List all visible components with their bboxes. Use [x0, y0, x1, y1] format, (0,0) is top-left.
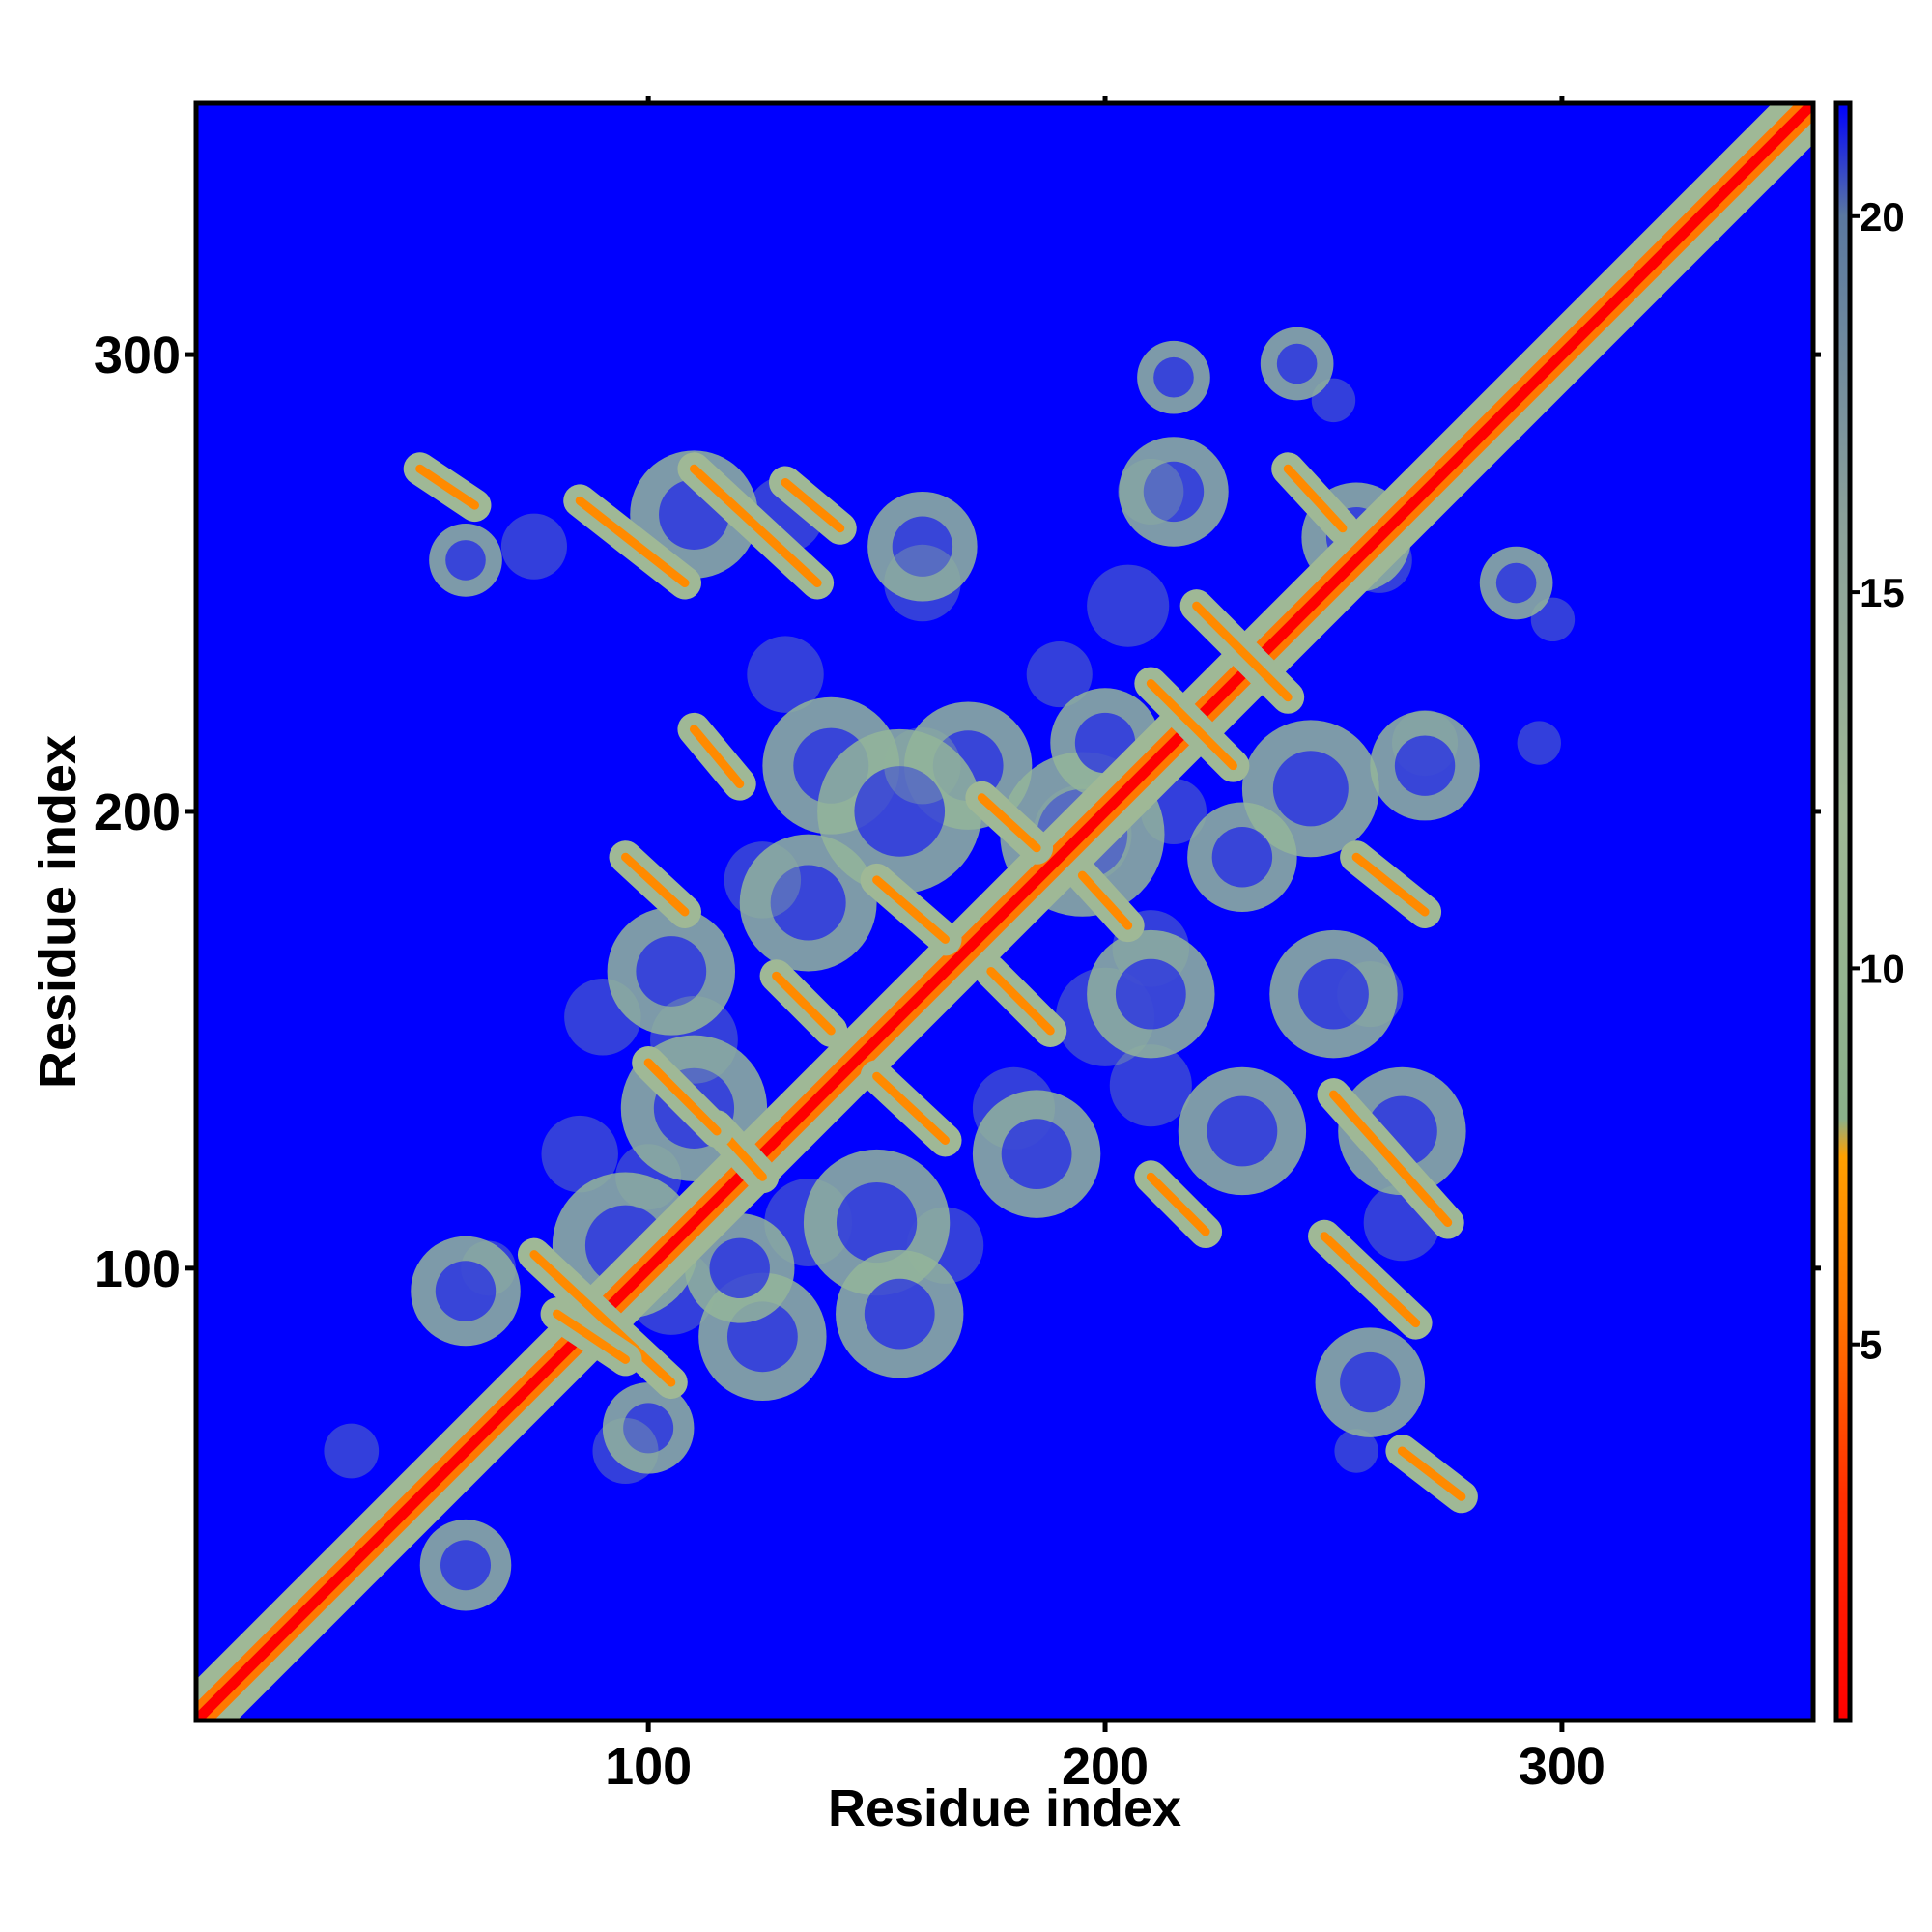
contact-band-core: [1077, 870, 1133, 930]
contact-band-core: [415, 464, 479, 510]
contact-band-core: [872, 1071, 951, 1145]
colorbar-tick-label: 15: [1860, 570, 1905, 615]
contact-blob-mirror: [324, 1423, 380, 1479]
contact-blob-mirror: [615, 1144, 682, 1210]
heatmap-cells: [196, 103, 1813, 1720]
contact-blob-core: [1298, 958, 1369, 1030]
contact-blob-core: [892, 516, 953, 577]
contact-band-core: [781, 477, 845, 533]
contact-blob-core: [445, 540, 486, 581]
x-axis-label: Residue index: [828, 1779, 1181, 1837]
colorbar-tick-label: 10: [1860, 946, 1905, 991]
contact-band-core: [689, 724, 745, 789]
contact-band-core: [689, 464, 822, 588]
contact-band-core: [1146, 1172, 1210, 1236]
contact-blob-core: [1207, 1095, 1278, 1167]
contact-blob-mirror: [884, 726, 961, 805]
contact-blob-core: [836, 1181, 918, 1264]
contact-blob-core: [1495, 562, 1537, 604]
y-tick-label: 100: [94, 1240, 181, 1298]
contact-blob-mirror: [564, 979, 641, 1056]
contact-blob-mirror: [500, 513, 567, 580]
contact-band-core: [1192, 601, 1293, 702]
contact-band-core: [1351, 852, 1430, 917]
colorbar: [1833, 100, 1853, 1723]
contact-band-core: [772, 971, 836, 1036]
contact-band-core: [575, 496, 690, 588]
contact-band-core: [977, 793, 1041, 853]
contact-blob-core: [709, 1237, 770, 1299]
contact-blob-core: [1153, 356, 1194, 398]
contact-blob-mirror: [650, 996, 738, 1084]
contact-blob-core: [435, 1261, 497, 1321]
y-tick-label: 300: [94, 327, 181, 384]
contact-band-core: [986, 966, 1055, 1036]
contact-blob-mirror: [1118, 458, 1184, 525]
contact-band-core: [1320, 1232, 1421, 1328]
contact-blob-core: [1211, 827, 1273, 888]
colorbar-tick-label: 20: [1860, 194, 1905, 240]
x-tick-label: 100: [605, 1738, 692, 1796]
contact-band-core: [643, 1058, 722, 1136]
contact-blob-mirror: [1026, 641, 1093, 708]
contact-band-core: [1328, 1090, 1453, 1228]
x-tick-label: 300: [1519, 1738, 1605, 1796]
contact-blob-core: [1340, 1351, 1401, 1413]
contact-blob-mirror: [592, 1417, 659, 1485]
y-tick-label: 200: [94, 783, 181, 841]
contact-blob-mirror: [541, 1115, 618, 1193]
colorbar-tick-label: 5: [1860, 1322, 1882, 1368]
contact-band-core: [1283, 464, 1348, 533]
contact-blob-core: [864, 1278, 935, 1350]
contact-blob-mirror: [1530, 597, 1576, 642]
contact-blob-core: [854, 766, 946, 857]
contact-band-core: [1146, 679, 1237, 771]
contact-band-core: [553, 1309, 631, 1364]
y-axis-ticks: 100 200 300: [94, 327, 1821, 1298]
contact-blob-mirror: [724, 841, 802, 919]
contact-blob-core: [440, 1540, 492, 1591]
colorbar-ticks: 5 10 15 20: [1850, 194, 1905, 1368]
contact-blob-mirror: [1087, 564, 1170, 647]
contact-blob-mirror: [884, 544, 961, 622]
contact-blob-core: [623, 1403, 674, 1454]
contact-band-core: [872, 875, 951, 944]
contact-blob-core: [1272, 751, 1349, 827]
contact-blob-core: [1115, 958, 1186, 1030]
contact-blob-mirror: [1334, 1429, 1378, 1473]
contact-blob-core: [1143, 461, 1205, 523]
contact-blob-core: [636, 936, 707, 1007]
contact-blob-mirror: [747, 636, 824, 713]
contact-blob-core: [1276, 343, 1318, 384]
contact-band-core: [1397, 1446, 1466, 1501]
contact-blob-core: [770, 865, 846, 941]
contact-blob-core: [1394, 735, 1456, 796]
contact-blob-mirror: [1517, 721, 1561, 765]
diagonal-core: [196, 103, 1813, 1720]
x-axis-ticks: 100 200 300: [605, 96, 1605, 1796]
plot-frame: [193, 100, 1816, 1723]
contact-blob-core: [1001, 1119, 1072, 1190]
contact-band-core: [529, 1250, 676, 1387]
y-axis-label: Residue index: [29, 735, 87, 1089]
x-tick-label: 200: [1062, 1738, 1149, 1796]
contact-band-core: [621, 852, 690, 917]
contact-blob-mirror: [1109, 1044, 1192, 1127]
